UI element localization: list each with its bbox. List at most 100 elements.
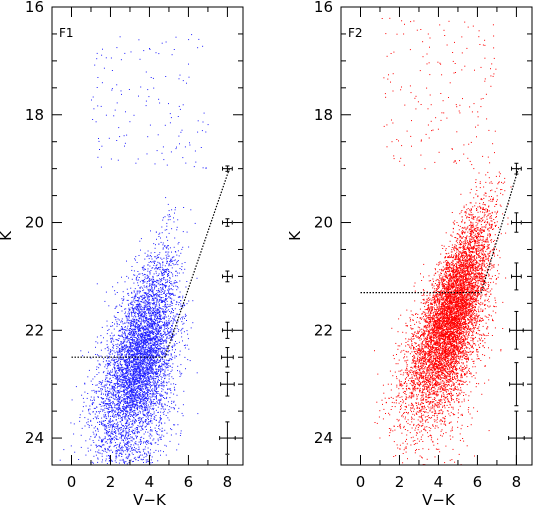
scatter-point — [107, 346, 109, 348]
scatter-point — [137, 339, 138, 341]
scatter-point — [148, 343, 150, 345]
scatter-point — [151, 353, 153, 355]
scatter-point — [84, 383, 86, 385]
scatter-point — [140, 315, 142, 317]
scatter-point — [131, 405, 133, 407]
scatter-point — [153, 303, 155, 305]
scatter-point — [160, 307, 162, 309]
scatter-point — [150, 255, 151, 257]
scatter-point — [132, 332, 134, 334]
scatter-point — [126, 375, 128, 376]
scatter-point — [123, 374, 125, 375]
scatter-point — [91, 461, 93, 463]
scatter-point — [175, 270, 177, 272]
scatter-point — [129, 362, 130, 364]
scatter-point — [96, 446, 97, 448]
scatter-point — [135, 343, 137, 345]
scatter-point — [129, 374, 131, 376]
scatter-point — [197, 413, 199, 415]
scatter-point — [114, 359, 116, 360]
scatter-point — [161, 308, 163, 310]
scatter-point — [130, 360, 132, 362]
scatter-point — [132, 384, 134, 386]
scatter-point — [117, 377, 118, 379]
scatter-point — [163, 290, 165, 292]
scatter-point — [110, 405, 112, 406]
scatter-point — [138, 419, 140, 421]
scatter-point — [132, 449, 134, 451]
scatter-point — [120, 328, 122, 330]
scatter-point — [133, 457, 135, 459]
scatter-point — [100, 388, 101, 390]
scatter-point — [158, 296, 160, 297]
scatter-point — [136, 466, 137, 467]
scatter-point — [128, 432, 130, 434]
scatter-point — [127, 299, 129, 301]
scatter-point — [160, 325, 162, 327]
scatter-point — [108, 360, 110, 362]
scatter-point — [120, 434, 122, 435]
scatter-point — [158, 325, 160, 327]
scatter-point — [152, 289, 154, 291]
scatter-point — [133, 358, 134, 359]
scatter-point — [180, 131, 182, 133]
scatter-point — [114, 411, 116, 413]
scatter-point — [163, 330, 165, 332]
scatter-point — [133, 114, 135, 116]
scatter-point — [131, 314, 133, 316]
scatter-point — [136, 367, 138, 369]
scatter-point — [168, 251, 170, 253]
scatter-point — [126, 390, 128, 391]
scatter-point — [159, 267, 161, 269]
scatter-point — [93, 407, 95, 409]
scatter-point — [134, 449, 136, 451]
scatter-point — [132, 396, 134, 398]
scatter-point — [160, 330, 161, 332]
scatter-point — [87, 393, 89, 394]
scatter-point — [133, 416, 134, 418]
scatter-point — [141, 325, 143, 327]
scatter-point — [168, 320, 170, 322]
scatter-point — [124, 401, 126, 403]
scatter-point — [157, 333, 159, 335]
scatter-point — [126, 367, 128, 369]
scatter-point — [131, 330, 133, 332]
scatter-point — [125, 376, 126, 378]
scatter-point — [150, 315, 152, 317]
scatter-point — [197, 131, 199, 133]
scatter-point — [131, 336, 133, 338]
scatter-point — [144, 342, 145, 344]
scatter-point — [170, 283, 171, 285]
scatter-point — [165, 41, 167, 43]
scatter-point — [126, 402, 128, 404]
scatter-point — [127, 319, 129, 321]
scatter-point — [121, 318, 123, 320]
scatter-point — [154, 469, 155, 470]
scatter-point — [143, 385, 145, 387]
scatter-point — [171, 302, 173, 304]
scatter-point — [154, 342, 156, 344]
scatter-point — [153, 362, 155, 364]
scatter-point — [129, 398, 131, 400]
scatter-point — [116, 345, 118, 347]
scatter-point — [175, 263, 177, 265]
scatter-point — [166, 229, 168, 231]
scatter-point — [161, 434, 163, 436]
scatter-point — [141, 390, 143, 392]
scatter-point — [102, 48, 103, 50]
scatter-point — [142, 372, 144, 374]
scatter-point — [114, 323, 115, 325]
scatter-point — [166, 321, 168, 323]
scatter-point — [171, 325, 173, 327]
scatter-point — [149, 318, 151, 320]
scatter-point — [116, 397, 117, 399]
scatter-point — [111, 375, 113, 377]
scatter-point — [166, 251, 168, 253]
scatter-point — [111, 89, 113, 91]
scatter-point — [92, 431, 94, 433]
scatter-point — [122, 299, 124, 301]
scatter-point — [159, 400, 161, 402]
scatter-point — [138, 302, 140, 304]
scatter-point — [136, 469, 137, 470]
scatter-point — [176, 449, 178, 451]
